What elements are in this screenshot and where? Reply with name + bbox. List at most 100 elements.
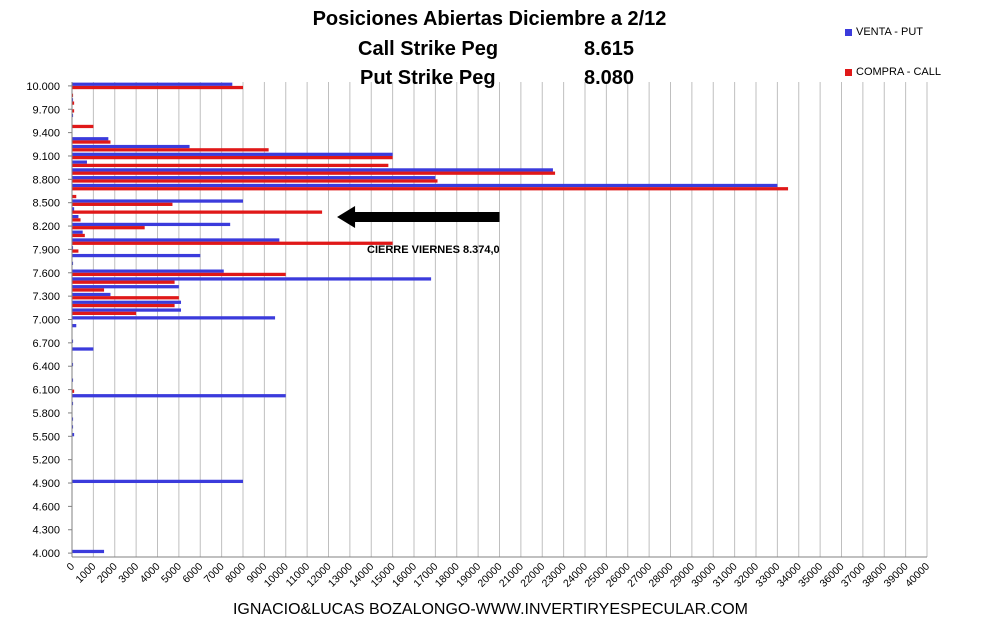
y-tick-label: 7.000 — [32, 315, 60, 327]
bar-put — [72, 82, 233, 86]
bar-put — [72, 292, 111, 297]
bar-call — [72, 249, 79, 253]
arrow-shaft — [351, 212, 500, 222]
subtitle-put-label: Put Strike Peg — [360, 67, 496, 89]
y-tick-label: 4.000 — [32, 548, 60, 560]
bar-put — [72, 433, 75, 437]
bar-put — [72, 98, 74, 102]
x-tick-label: 1000 — [73, 561, 98, 586]
bar-call — [72, 187, 789, 191]
y-tick-labels: 10.000 9.700 9.400 9.100 8.800 8.500 8.200 7.90… — [26, 81, 72, 560]
y-tick-label: 9.100 — [32, 151, 60, 163]
legend-item-call: COMPRA - CALL — [845, 66, 941, 78]
bar-put — [72, 199, 243, 203]
bar-put — [72, 222, 231, 227]
y-tick-label: 5.200 — [32, 455, 60, 467]
bar-put — [72, 549, 105, 554]
bar-call — [72, 194, 77, 199]
x-tick-label: 5000 — [159, 561, 184, 586]
arrow-head — [337, 206, 356, 228]
bar-call — [72, 124, 94, 129]
bar-put — [72, 215, 79, 219]
bar-call — [72, 288, 105, 292]
subtitle-call-label: Call Strike Peg — [358, 38, 499, 60]
y-tick-label: 6.100 — [32, 385, 60, 397]
bar-call — [72, 210, 323, 214]
legend-swatch-put — [845, 28, 852, 36]
x-tick-label: 4000 — [138, 561, 163, 586]
y-tick-label: 9.700 — [32, 104, 60, 116]
bar-call — [72, 311, 137, 315]
y-tick-label: 6.700 — [32, 338, 60, 350]
bar-put — [72, 269, 224, 273]
bar-put — [72, 425, 74, 429]
grid-lines — [92, 82, 928, 557]
subtitle-call-value: 8.615 — [584, 38, 635, 60]
bar-call — [72, 296, 179, 300]
bar-put — [72, 230, 83, 234]
legend-item-put: VENTA - PUT — [845, 26, 923, 38]
bar-call — [72, 303, 175, 308]
annotation-arrow — [337, 206, 500, 228]
bar-call — [72, 85, 243, 90]
bar-put — [72, 378, 74, 382]
y-tick-label: 8.500 — [32, 198, 60, 210]
x-tick-label: 6000 — [180, 561, 205, 586]
bar-call — [72, 163, 389, 168]
bar-call — [72, 226, 145, 230]
y-tick-label: 9.400 — [32, 128, 60, 140]
bar-call — [72, 389, 75, 393]
bar-put — [72, 246, 74, 250]
bars — [72, 82, 789, 554]
legend-label-put: VENTA - PUT — [856, 26, 924, 38]
x-tick-label: 40000 — [903, 561, 932, 590]
bar-put — [72, 417, 74, 421]
bar-put — [72, 308, 182, 312]
bar-put — [72, 152, 393, 156]
bar-put — [72, 479, 243, 484]
bar-put — [72, 394, 286, 398]
footer-credit: IGNACIO&LUCAS BOZALONGO-WWW.INVERTIRYESP… — [232, 601, 749, 618]
y-tick-label: 7.600 — [32, 268, 60, 280]
chart-title: Posiciones Abiertas Diciembre a 2/12 — [312, 8, 667, 30]
legend-label-call: COMPRA - CALL — [856, 66, 941, 78]
y-tick-label: 5.500 — [32, 431, 60, 443]
y-tick-label: 8.200 — [32, 221, 60, 233]
bar-call — [72, 109, 75, 113]
y-tick-label: 7.900 — [32, 244, 60, 256]
bar-call — [72, 272, 286, 277]
bar-put — [72, 183, 778, 188]
bar-call — [72, 233, 85, 238]
bar-put — [72, 261, 74, 265]
bar-call — [72, 171, 556, 175]
bar-call — [72, 202, 173, 206]
bar-call — [72, 101, 75, 105]
bar-call — [72, 93, 74, 97]
x-tick-labels: 0100020003000400050006000700080009000100… — [65, 561, 933, 590]
y-tick-label: 10.000 — [26, 81, 60, 93]
y-tick-label: 4.300 — [32, 525, 60, 537]
bar-put — [72, 160, 87, 164]
x-tick-label: 2000 — [95, 561, 120, 586]
bar-put — [72, 401, 74, 406]
legend-swatch-call — [845, 68, 852, 76]
bar-put — [72, 253, 201, 258]
bar-put — [72, 300, 182, 304]
annotation-cierre: CIERRE VIERNES 8.374,0 — [367, 244, 500, 256]
x-tick-label: 7000 — [202, 561, 227, 586]
x-tick-label: 0 — [65, 561, 78, 574]
x-tick-label: 8000 — [223, 561, 248, 586]
bar-put — [72, 113, 74, 118]
bar-put — [72, 137, 109, 141]
subtitle-put-value: 8.080 — [584, 67, 635, 89]
bar-put — [72, 362, 74, 367]
y-tick-label: 4.600 — [32, 501, 60, 513]
bar-call — [72, 148, 269, 152]
bar-call — [72, 140, 111, 144]
bar-put — [72, 144, 190, 149]
bar-put — [72, 347, 94, 351]
y-tick-label: 5.800 — [32, 408, 60, 420]
bar-call — [72, 241, 393, 245]
bar-put — [72, 168, 553, 172]
